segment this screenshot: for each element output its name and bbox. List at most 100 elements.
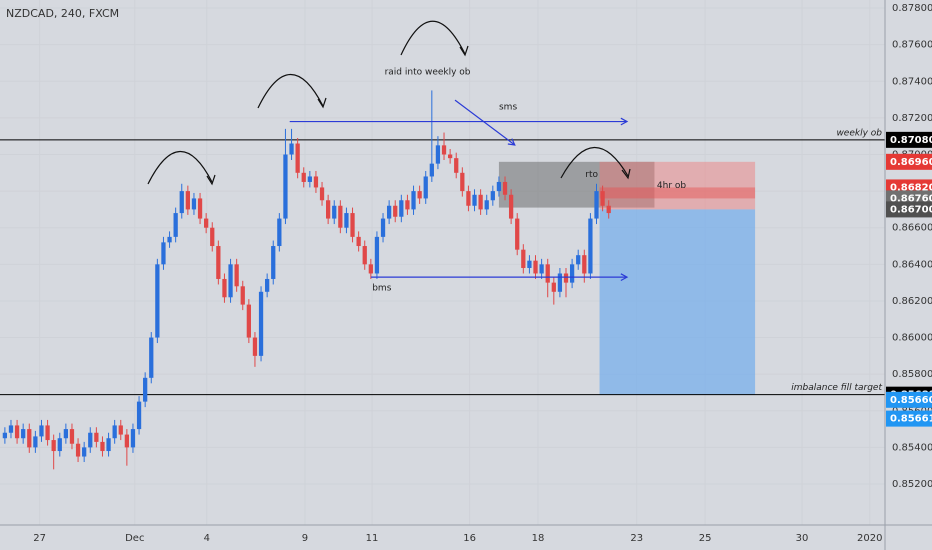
y-tick-label: 0.87200 bbox=[892, 113, 932, 124]
candle-body bbox=[588, 218, 593, 274]
candle-body bbox=[319, 187, 325, 201]
y-tick-label: 0.86200 bbox=[892, 296, 932, 307]
arrow-head bbox=[459, 45, 469, 57]
candle-body bbox=[441, 145, 447, 155]
curve-arrow bbox=[257, 74, 324, 109]
candle-body bbox=[399, 200, 404, 217]
candle-body bbox=[88, 432, 93, 448]
candle-body bbox=[374, 236, 380, 274]
y-tick-label: 0.85400 bbox=[892, 442, 932, 453]
x-tick-label: 9 bbox=[302, 533, 308, 544]
price-tag-label: 0.86960 bbox=[890, 157, 932, 168]
candle-body bbox=[124, 434, 129, 448]
candle-body bbox=[2, 432, 8, 439]
candle-body bbox=[63, 429, 69, 439]
price-tag-label: 0.86760 bbox=[890, 193, 932, 204]
candle-body bbox=[271, 246, 276, 279]
candle-body bbox=[69, 429, 75, 444]
candle-body bbox=[460, 172, 465, 192]
candle-body bbox=[490, 191, 495, 201]
y-tick-label: 0.85800 bbox=[892, 369, 932, 380]
arrow-head bbox=[621, 168, 631, 180]
candle-body bbox=[295, 143, 300, 173]
candle-body bbox=[313, 176, 319, 188]
candle-body bbox=[582, 255, 587, 274]
candle-body bbox=[173, 213, 178, 237]
x-tick-label: 16 bbox=[463, 533, 476, 544]
candle-body bbox=[447, 154, 453, 159]
y-tick-label: 0.86400 bbox=[892, 259, 932, 270]
candle-body bbox=[502, 181, 508, 195]
candle-body bbox=[289, 143, 294, 155]
candle-body bbox=[435, 145, 441, 164]
zone bbox=[599, 187, 756, 199]
candle-body bbox=[265, 278, 270, 292]
price-tag-label: 0.86700 bbox=[890, 204, 932, 215]
candle-body bbox=[197, 198, 203, 219]
candle-body bbox=[533, 260, 538, 274]
curve-arrow bbox=[560, 147, 629, 179]
candle-body bbox=[569, 264, 575, 283]
candle-body bbox=[496, 181, 502, 192]
candle-body bbox=[204, 218, 209, 228]
x-tick-label: 30 bbox=[796, 533, 809, 544]
arrow-head bbox=[507, 138, 516, 146]
level-label: weekly ob bbox=[836, 128, 882, 138]
curve-arrow bbox=[400, 20, 466, 56]
price-tag-label: 0.85661 bbox=[890, 414, 932, 425]
candle-body bbox=[155, 264, 160, 338]
x-tick-label: Dec bbox=[125, 533, 144, 544]
candle-body bbox=[45, 425, 50, 441]
x-tick-label: 25 bbox=[699, 533, 712, 544]
arrow-head bbox=[206, 174, 216, 186]
candle-body bbox=[222, 278, 227, 298]
candle-body bbox=[386, 205, 392, 219]
candle-body bbox=[94, 432, 99, 442]
candle-body bbox=[563, 273, 569, 283]
x-tick-label: 23 bbox=[630, 533, 643, 544]
price-tag bbox=[886, 391, 932, 408]
candle-body bbox=[344, 213, 349, 228]
candle-body bbox=[33, 436, 38, 448]
hand-drawn-arrows bbox=[147, 20, 631, 186]
curve-arrow bbox=[147, 151, 213, 185]
x-tick-label: 18 bbox=[532, 533, 545, 544]
candle-body bbox=[191, 198, 197, 210]
candle-body bbox=[234, 264, 239, 287]
y-tick-label: 0.87800 bbox=[892, 3, 932, 14]
candle-body bbox=[161, 242, 166, 265]
annotation: bms bbox=[372, 284, 391, 294]
candle-body bbox=[600, 191, 605, 206]
plot-area: weekly ob imbalance fill target raid into … bbox=[0, 67, 885, 470]
candle-body bbox=[228, 264, 233, 298]
candle-body bbox=[167, 236, 172, 243]
candle-body bbox=[508, 194, 514, 219]
price-tag-label: 0.85660 bbox=[890, 395, 932, 406]
candle-body bbox=[185, 191, 190, 210]
y-tick-label: 0.85200 bbox=[892, 479, 932, 490]
candle-body bbox=[51, 440, 56, 452]
candle-body bbox=[405, 200, 410, 210]
candle-body bbox=[356, 236, 361, 247]
zone bbox=[599, 161, 756, 210]
candle-body bbox=[527, 260, 532, 268]
zone bbox=[498, 161, 655, 208]
candle-body bbox=[21, 429, 26, 439]
x-tick-label: 27 bbox=[33, 533, 46, 544]
candle-body bbox=[539, 264, 544, 274]
price-tag-label: 0.86820 bbox=[890, 182, 932, 193]
arrow-head bbox=[317, 97, 327, 109]
candle-body bbox=[246, 304, 251, 338]
candle-body bbox=[594, 191, 599, 219]
candle-body bbox=[545, 264, 550, 283]
y-tick-label: 0.86000 bbox=[892, 333, 932, 344]
candle-body bbox=[57, 438, 62, 452]
annotation: sms bbox=[499, 102, 517, 112]
candle-body bbox=[136, 401, 142, 430]
candle-body bbox=[14, 425, 20, 439]
candle-body bbox=[82, 447, 87, 457]
price-tag bbox=[886, 201, 932, 218]
candle-body bbox=[478, 194, 483, 210]
